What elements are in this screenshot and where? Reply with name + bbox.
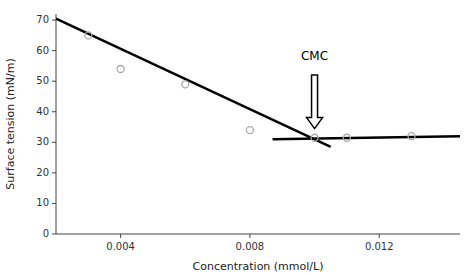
y-tick-label: 30 — [36, 136, 49, 147]
scatter-point — [408, 133, 415, 140]
x-tick — [120, 234, 121, 238]
x-tick-label: 0.004 — [106, 241, 135, 252]
y-tick — [52, 234, 56, 235]
trend-line — [273, 136, 460, 139]
y-tick — [52, 20, 56, 21]
axes: 0 10 20 30 40 50 60 70 0.004 0.008 0.012 — [36, 14, 460, 252]
scatter-point — [117, 66, 124, 73]
y-tick — [52, 50, 56, 51]
y-tick-label: 50 — [36, 75, 49, 86]
x-axis-label: Concentration (mmol/L) — [193, 260, 324, 273]
y-tick — [52, 172, 56, 173]
y-tick-label: 70 — [36, 14, 49, 25]
y-tick — [52, 111, 56, 112]
y-tick-label: 20 — [36, 167, 49, 178]
x-tick-label: 0.008 — [236, 241, 265, 252]
scatter-point — [246, 127, 253, 134]
annotation-arrow — [307, 75, 323, 128]
x-tick-label: 0.012 — [365, 241, 394, 252]
y-tick — [52, 81, 56, 82]
annotation-label: CMC — [301, 49, 328, 63]
y-tick-label: 60 — [36, 45, 49, 56]
y-axis-label: Surface tension (mN/m) — [4, 58, 17, 189]
x-axis-line — [56, 234, 460, 235]
y-tick-label: 40 — [36, 106, 49, 117]
scatter-point — [85, 32, 92, 39]
x-tick — [249, 234, 250, 238]
plot-area — [56, 19, 460, 147]
scatter-point — [343, 134, 350, 141]
y-tick — [52, 203, 56, 204]
chart: 0 10 20 30 40 50 60 70 0.004 0.008 0.012 Concentrat… — [0, 0, 474, 276]
y-axis-line — [56, 14, 57, 234]
trend-line — [56, 19, 331, 147]
scatter-point — [311, 134, 318, 141]
scatter-point — [182, 81, 189, 88]
y-tick — [52, 142, 56, 143]
y-tick-label: 0 — [43, 228, 49, 239]
y-tick-label: 10 — [36, 197, 49, 208]
x-tick — [379, 234, 380, 238]
